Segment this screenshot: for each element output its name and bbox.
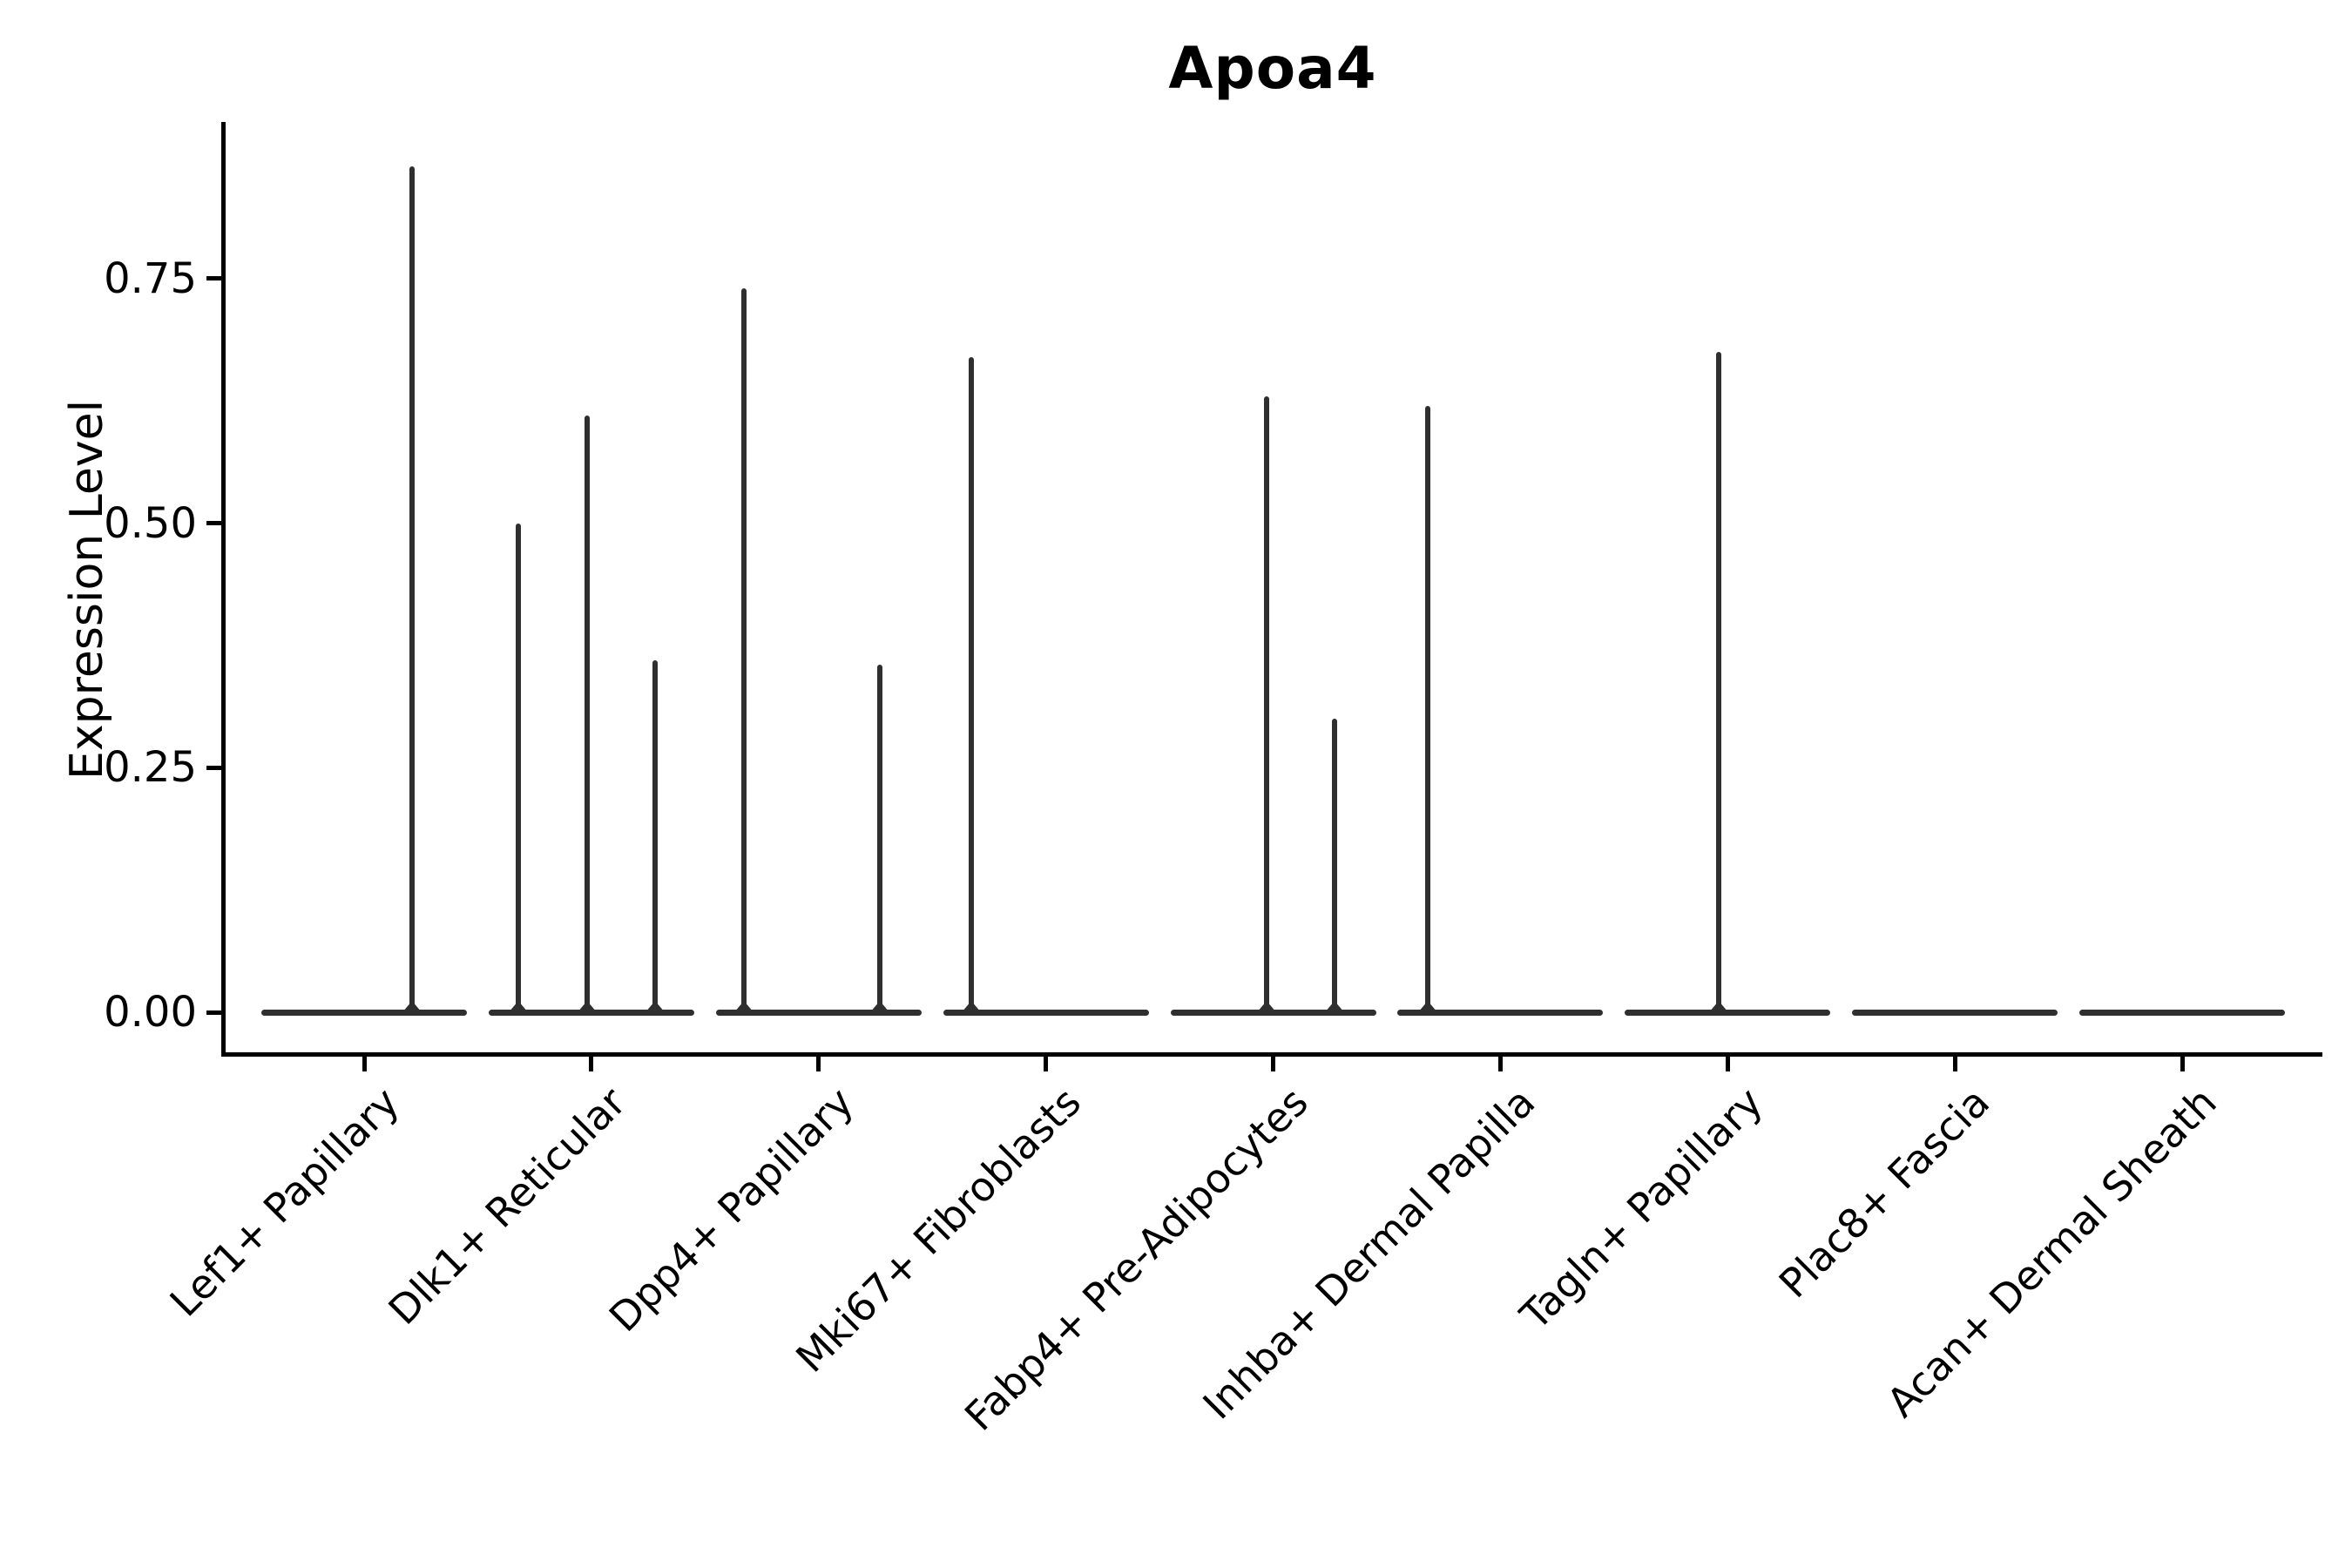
violin-body xyxy=(1397,1009,1604,1016)
violin-body xyxy=(261,1009,467,1016)
y-tick xyxy=(206,521,222,525)
y-tick-label: 0.75 xyxy=(104,253,197,303)
violin-spike xyxy=(409,166,415,1012)
x-tick-label: Dpp4+ Papillary xyxy=(599,1078,862,1342)
y-tick xyxy=(206,1010,222,1015)
violin-body xyxy=(488,1009,694,1016)
y-tick-label: 0.50 xyxy=(104,498,197,548)
x-tick xyxy=(362,1057,367,1071)
violin-spike xyxy=(1424,405,1430,1012)
violin-body xyxy=(715,1009,922,1016)
x-tick xyxy=(1271,1057,1275,1071)
violin-spike xyxy=(968,356,974,1012)
violin-spike xyxy=(1331,719,1337,1012)
y-tick xyxy=(206,765,222,770)
x-tick xyxy=(1044,1057,1049,1071)
chart-title: Apoa4 xyxy=(1168,35,1377,102)
x-tick xyxy=(816,1057,821,1071)
violin-spike xyxy=(1263,395,1269,1012)
y-tick-label: 0.25 xyxy=(104,743,197,793)
violin-spike xyxy=(740,287,747,1012)
violin-spike xyxy=(652,659,658,1012)
violin-spike xyxy=(516,523,522,1012)
violin-body xyxy=(2079,1009,2285,1016)
x-tick xyxy=(1952,1057,1957,1071)
x-tick xyxy=(1725,1057,1730,1071)
violin-body xyxy=(1625,1009,1831,1016)
x-tick-label: Plac8+ Fascia xyxy=(1769,1078,1999,1308)
x-tick xyxy=(589,1057,594,1071)
x-axis-line xyxy=(221,1052,2322,1057)
violin-body xyxy=(1170,1009,1376,1016)
violin-spike xyxy=(584,415,590,1012)
y-tick-label: 0.00 xyxy=(104,988,197,1037)
violin-spike xyxy=(877,665,883,1012)
x-tick-label: Dlk1+ Reticular xyxy=(379,1078,635,1335)
x-tick xyxy=(1497,1057,1503,1071)
violin-spike xyxy=(1715,351,1721,1012)
violin-body xyxy=(1852,1009,2058,1016)
x-tick-label: Tagln+ Papillary xyxy=(1511,1078,1772,1339)
y-tick xyxy=(206,276,222,281)
x-tick-label: Lef1+ Papillary xyxy=(160,1078,409,1326)
violin-body xyxy=(943,1009,1149,1016)
y-axis-line xyxy=(221,122,226,1057)
y-axis-label: Expression Level xyxy=(61,399,113,781)
x-tick xyxy=(2180,1057,2185,1071)
